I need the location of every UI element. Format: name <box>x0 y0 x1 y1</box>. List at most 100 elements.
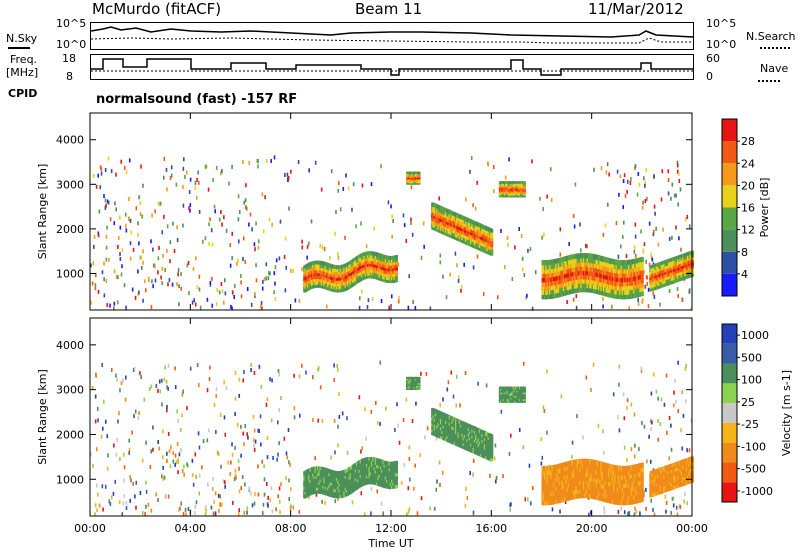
echo-cell <box>522 194 526 198</box>
echo-cell <box>91 281 94 286</box>
echo-cell <box>335 210 337 215</box>
echo-cell <box>649 418 652 423</box>
echo-cell <box>668 415 671 420</box>
echo-cell <box>225 228 228 233</box>
echo-cell <box>93 173 95 178</box>
echo-cell <box>652 232 655 237</box>
echo-cell <box>124 397 127 402</box>
echo-cell <box>300 363 303 368</box>
echo-cell <box>261 286 264 291</box>
echo-cell <box>644 180 646 185</box>
echo-cell <box>417 182 421 185</box>
echo-cell <box>363 512 366 517</box>
echo-cell <box>292 505 295 510</box>
echo-cell <box>445 295 448 300</box>
echo-cell <box>397 262 400 267</box>
echo-cell <box>314 160 317 165</box>
echo-cell <box>667 177 670 182</box>
echo-cell <box>301 245 304 250</box>
echo-cell <box>602 304 604 309</box>
echo-cell <box>684 217 687 222</box>
echo-cell <box>182 512 185 517</box>
echo-cell <box>133 414 135 419</box>
echo-cell <box>185 512 187 517</box>
echo-cell <box>441 470 444 475</box>
echo-cell <box>207 428 210 433</box>
echo-cell <box>106 434 109 439</box>
echo-cell <box>242 431 245 436</box>
nave-label: Nave <box>760 62 789 75</box>
echo-cell <box>119 457 121 462</box>
echo-cell <box>222 479 225 484</box>
echo-cell <box>243 510 245 515</box>
echo-cell <box>206 438 209 443</box>
echo-cell <box>170 165 173 170</box>
echo-cell <box>542 405 545 410</box>
echo-cell <box>198 445 201 450</box>
echo-cell <box>166 451 168 456</box>
echo-cell <box>640 290 644 297</box>
echo-cell <box>645 487 647 492</box>
echo-cell <box>141 214 143 219</box>
echo-cell <box>188 189 191 194</box>
echo-cell <box>241 475 244 480</box>
echo-cell <box>417 179 421 182</box>
echo-cell <box>564 499 567 504</box>
echo-cell <box>158 245 160 250</box>
echo-cell <box>121 248 124 253</box>
echo-cell <box>417 386 421 389</box>
echo-cell <box>246 510 248 515</box>
echo-cell <box>659 302 661 307</box>
echo-cell <box>198 274 201 279</box>
echo-cell <box>308 168 311 173</box>
echo-cell <box>541 455 544 460</box>
echo-cell <box>189 203 192 208</box>
echo-cell <box>287 428 290 433</box>
echo-cell <box>495 475 498 480</box>
echo-cell <box>637 297 639 302</box>
echo-cell <box>417 382 421 385</box>
echo-cell <box>95 373 98 378</box>
echo-cell <box>626 457 628 462</box>
echo-cell <box>540 461 543 466</box>
echo-cell <box>202 439 205 444</box>
echo-cell <box>95 273 97 278</box>
echo-cell <box>123 465 126 470</box>
echo-cell <box>261 192 264 197</box>
echo-cell <box>650 427 652 432</box>
echo-cell <box>215 394 218 399</box>
echo-cell <box>174 366 176 371</box>
echo-cell <box>240 424 242 429</box>
echo-cell <box>306 255 308 260</box>
echo-cell <box>283 436 286 441</box>
echo-cell <box>623 220 625 225</box>
echo-cell <box>213 204 216 209</box>
echo-cell <box>417 178 421 181</box>
echo-cell <box>124 212 127 217</box>
echo-cell <box>660 197 663 202</box>
echo-cell <box>617 254 620 259</box>
echo-cell <box>334 231 336 236</box>
echo-cell <box>623 173 626 178</box>
echo-cell <box>271 378 273 383</box>
echo-cell <box>611 304 613 309</box>
echo-cell <box>407 486 410 491</box>
echo-cell <box>92 463 94 468</box>
echo-cell <box>285 265 288 270</box>
echo-cell <box>585 375 588 380</box>
echo-cell <box>672 496 675 501</box>
echo-cell <box>122 452 125 457</box>
echo-cell <box>96 508 98 513</box>
echo-cell <box>248 222 250 227</box>
echo-cell <box>140 375 142 380</box>
echo-cell <box>187 506 190 511</box>
echo-cell <box>522 361 525 366</box>
echo-cell <box>276 457 278 462</box>
echo-cell <box>641 420 643 425</box>
echo-cell <box>167 282 169 287</box>
echo-cell <box>297 160 300 165</box>
echo-cell <box>572 213 575 218</box>
echo-cell <box>365 436 367 441</box>
echo-cell <box>289 505 292 510</box>
echo-cell <box>105 234 108 239</box>
